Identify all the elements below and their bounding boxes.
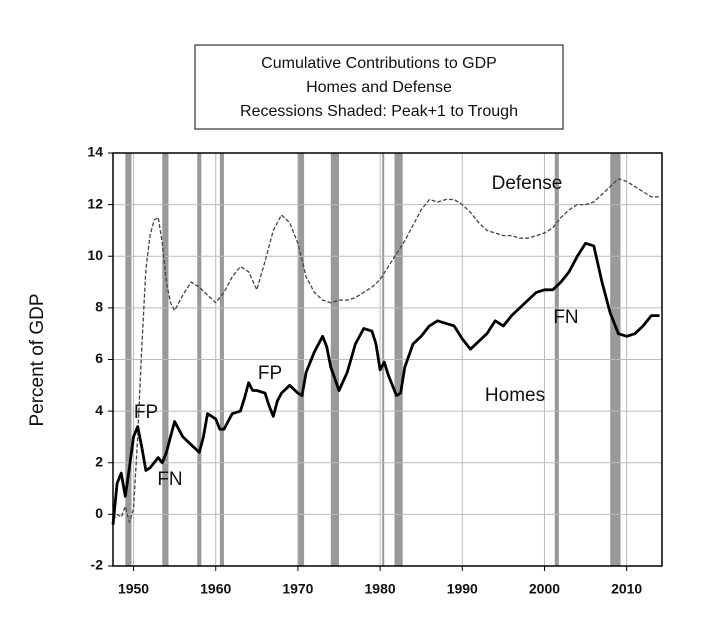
series-line xyxy=(112,178,660,523)
chart-title: Homes and Defense xyxy=(306,79,452,96)
annotation: FP xyxy=(134,402,158,423)
x-tick-label: 1980 xyxy=(365,581,396,597)
annotation: FP xyxy=(258,363,282,384)
x-tick-label: 2000 xyxy=(529,581,560,597)
y-tick-label: 10 xyxy=(87,247,103,263)
y-tick-label: 8 xyxy=(95,299,103,315)
x-tick-label: 1970 xyxy=(282,581,313,597)
y-tick-label: 12 xyxy=(87,195,103,211)
chart-title: Recessions Shaded: Peak+1 to Trough xyxy=(240,103,518,120)
y-tick-label: 14 xyxy=(87,144,103,160)
y-axis-label: Percent of GDP xyxy=(27,293,48,426)
x-tick-label: 1950 xyxy=(118,581,149,597)
y-tick-label: -2 xyxy=(91,557,104,573)
annotation: FN xyxy=(157,469,182,490)
plot-frame xyxy=(112,152,663,567)
series-label: Homes xyxy=(485,385,545,406)
series-label: Defense xyxy=(492,173,563,194)
y-tick-label: 2 xyxy=(95,453,103,469)
y-tick-label: 6 xyxy=(95,350,103,366)
x-tick-label: 1960 xyxy=(200,581,231,597)
x-tick-label: 2010 xyxy=(611,581,642,597)
y-tick-label: 4 xyxy=(95,402,103,418)
title-box xyxy=(194,44,564,130)
chart-title: Cumulative Contributions to GDP xyxy=(261,55,497,72)
series-line xyxy=(111,241,660,525)
x-tick-label: 1990 xyxy=(447,581,478,597)
y-tick-label: 0 xyxy=(95,505,103,521)
annotation: FN xyxy=(553,307,578,328)
